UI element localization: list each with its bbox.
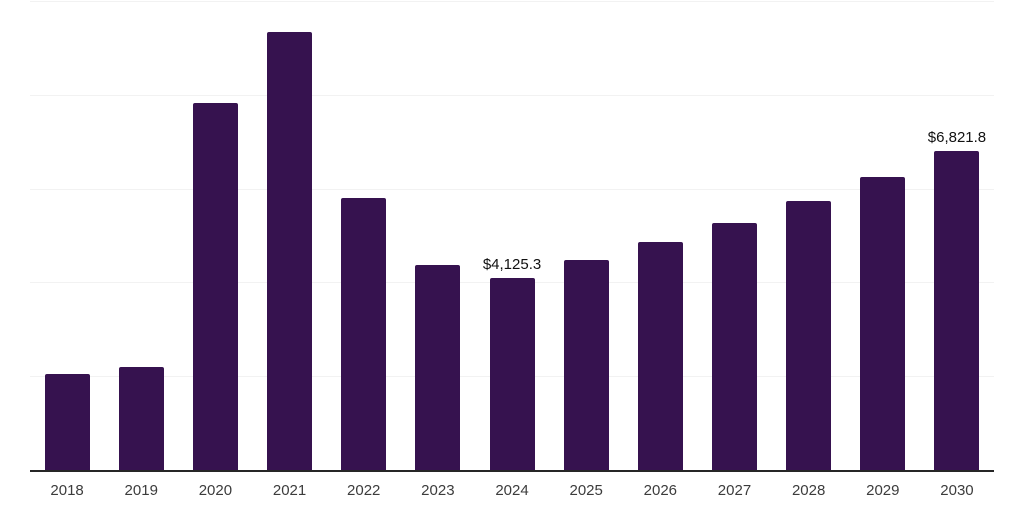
value-label-2024: $4,125.3 bbox=[482, 255, 542, 273]
x-tick-2029: 2029 bbox=[866, 482, 900, 499]
bar-slot-2024: $4,125.3 bbox=[475, 2, 549, 471]
bar-2023[interactable] bbox=[415, 264, 461, 471]
x-tick-2018: 2018 bbox=[50, 482, 84, 499]
bar-2022[interactable] bbox=[341, 198, 387, 471]
bar-slot-2022 bbox=[327, 2, 401, 471]
bars-layer: $4,125.3 $6,821.8 bbox=[30, 2, 994, 471]
bar-2020[interactable] bbox=[192, 102, 238, 471]
bar-2019[interactable] bbox=[118, 366, 164, 471]
bar-2028[interactable] bbox=[786, 200, 832, 471]
bar-slot-2021 bbox=[252, 2, 326, 471]
bar-2030[interactable] bbox=[934, 151, 980, 471]
bar-slot-2029 bbox=[846, 2, 920, 471]
gridline-8000 bbox=[30, 94, 994, 96]
x-tick-2026: 2026 bbox=[643, 482, 678, 499]
x-tick-2023: 2023 bbox=[421, 482, 455, 499]
gridline-6000 bbox=[30, 188, 994, 190]
bar-slot-2019 bbox=[104, 2, 178, 471]
value-label-2030: $6,821.8 bbox=[927, 129, 987, 147]
x-tick-2021: 2021 bbox=[272, 482, 307, 499]
bar-slot-2027 bbox=[697, 2, 771, 471]
bar-2018[interactable] bbox=[44, 373, 90, 471]
bar-slot-2020 bbox=[178, 2, 252, 471]
gridline-10000 bbox=[30, 1, 994, 2]
bar-2025[interactable] bbox=[563, 259, 609, 471]
x-tick-2019: 2019 bbox=[124, 482, 158, 499]
x-tick-2025: 2025 bbox=[569, 482, 603, 499]
bar-2026[interactable] bbox=[637, 242, 683, 471]
bar-2029[interactable] bbox=[860, 176, 906, 471]
x-tick-2024: 2024 bbox=[495, 482, 529, 499]
bar-2027[interactable] bbox=[711, 222, 757, 471]
x-tick-2030: 2030 bbox=[940, 482, 974, 499]
bar-slot-2030: $6,821.8 bbox=[920, 2, 994, 471]
x-axis-labels: 2018 2019 2020 2021 2022 2023 2024 2025 2026 2027… bbox=[30, 483, 994, 499]
bar-slot-2018 bbox=[30, 2, 104, 471]
x-tick-2028: 2028 bbox=[791, 482, 826, 499]
x-tick-2027: 2027 bbox=[717, 482, 752, 499]
bar-slot-2028 bbox=[772, 2, 846, 471]
bar-slot-2025 bbox=[549, 2, 623, 471]
bar-slot-2026 bbox=[623, 2, 697, 471]
x-axis-line bbox=[30, 470, 994, 472]
bar-2021[interactable] bbox=[267, 32, 313, 471]
plot-area: $4,125.3 $6,821.8 bbox=[30, 1, 994, 472]
bar-2024[interactable] bbox=[489, 277, 535, 471]
x-tick-2022: 2022 bbox=[347, 482, 381, 499]
bar-slot-2023 bbox=[401, 2, 475, 471]
x-tick-2020: 2020 bbox=[198, 482, 233, 499]
